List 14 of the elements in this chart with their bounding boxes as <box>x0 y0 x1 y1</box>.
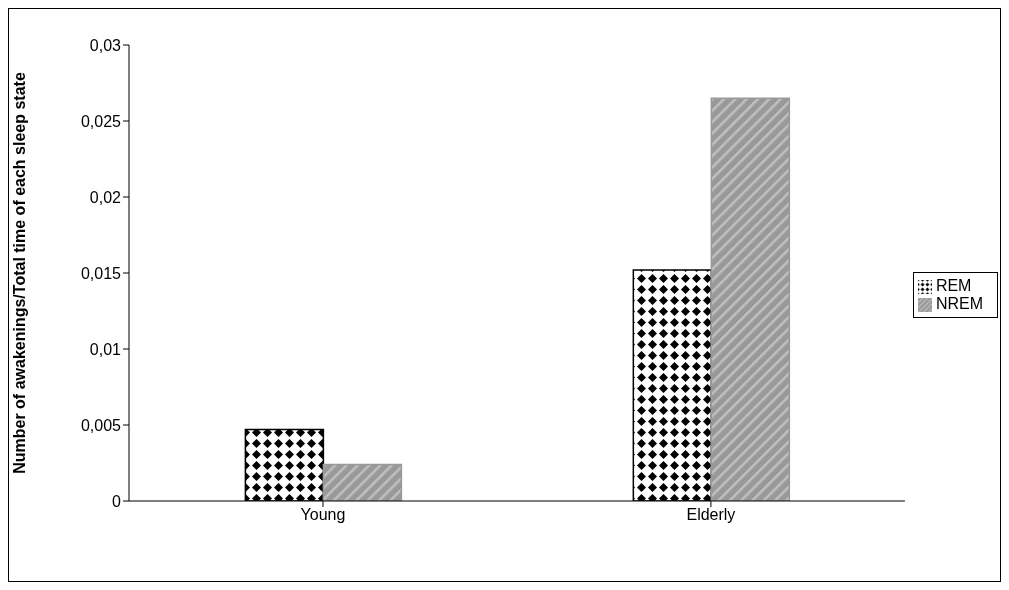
y-tick-label: 0 <box>112 492 122 510</box>
y-tick-label: 0,02 <box>89 188 122 206</box>
y-axis-title: Number of awakenings/Total time of each sleep state <box>10 72 28 474</box>
y-tick-label: 0,025 <box>80 112 122 130</box>
x-tick-label: Elderly <box>686 506 736 524</box>
y-tick-label: 0,015 <box>80 264 122 282</box>
y-tick-label: 0,005 <box>80 416 122 434</box>
legend-label: NREM <box>935 295 983 312</box>
y-tick-label: 0,03 <box>89 36 122 54</box>
y-tick-label: 0,01 <box>89 340 122 358</box>
bar <box>710 97 791 501</box>
x-tick-label: Young <box>300 506 346 524</box>
legend-label: REM <box>935 277 972 294</box>
bar <box>322 463 403 501</box>
